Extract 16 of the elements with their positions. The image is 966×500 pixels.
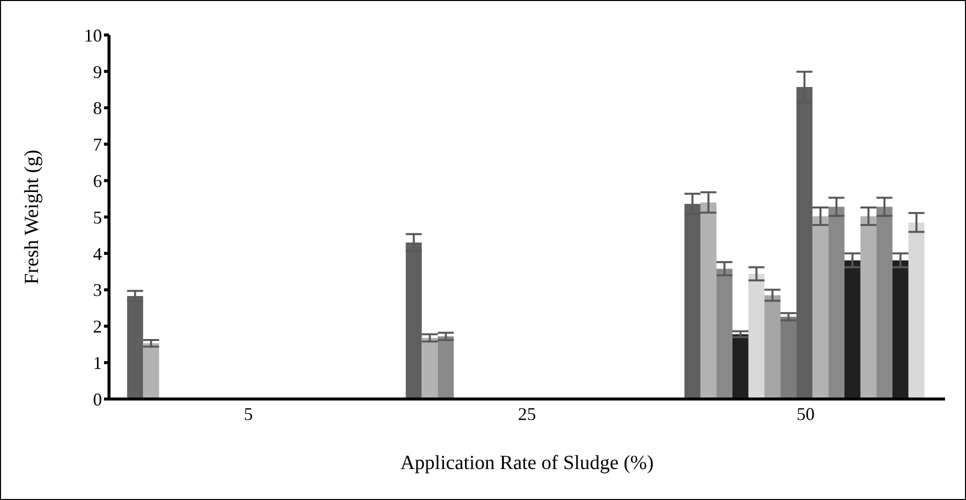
y-tick-label: 9	[93, 62, 102, 82]
y-tick-label: 1	[93, 352, 102, 373]
x-axis-title: Application Rate of Sludge (%)	[400, 452, 654, 474]
y-tick-label: 0	[93, 389, 102, 410]
y-tick-label: 6	[93, 170, 102, 191]
y-tick-label: 4	[93, 244, 102, 264]
y-tick-label: 5	[93, 207, 102, 228]
y-tick-label: 2	[93, 316, 102, 337]
y-axis-title: Fresh Weight (g)	[21, 150, 44, 284]
x-tick-label: 50	[796, 404, 815, 424]
x-tick-label: 25	[518, 404, 536, 424]
y-tick-label: 8	[93, 98, 102, 118]
y-tick-label: 10	[84, 25, 102, 46]
y-tick-label: 7	[93, 134, 102, 155]
y-tick-label: 3	[93, 280, 102, 300]
x-tick-label: 5	[244, 404, 253, 424]
